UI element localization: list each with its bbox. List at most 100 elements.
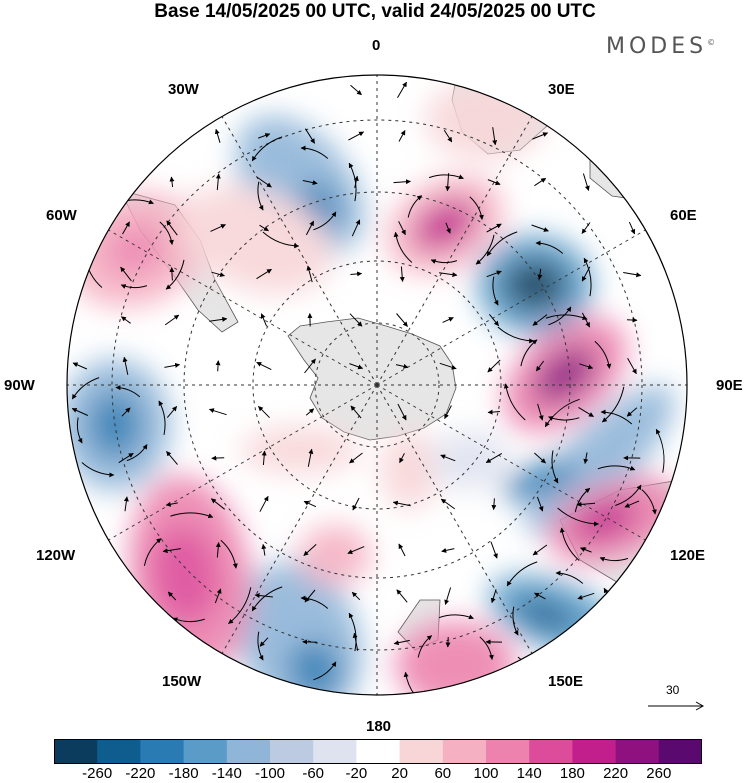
wind-arrow [489, 313, 499, 327]
wind-arrow [536, 496, 544, 512]
anomaly-region [516, 598, 574, 632]
anomaly-region [413, 199, 477, 251]
wind-arrow [393, 639, 410, 646]
wind-arrow [313, 661, 337, 681]
wind-arrow [396, 589, 408, 603]
colorbar-tick-label: -220 [125, 765, 156, 782]
wind-arrow [512, 606, 519, 636]
wind-arrow [81, 462, 115, 478]
wind-arrow [535, 240, 564, 254]
wind-arrow [439, 362, 457, 370]
wind-arrow [545, 314, 588, 320]
lon-label-0: 0 [372, 37, 381, 54]
wind-arrow [304, 128, 316, 144]
wind-arrow [167, 591, 177, 601]
colorbar-cell [572, 739, 617, 764]
colorbar [54, 739, 702, 764]
wind-arrow [600, 409, 633, 425]
wind-arrow [228, 587, 252, 624]
wind-arrow [164, 362, 181, 368]
wind-arrow [624, 500, 640, 508]
wind-reference-key: 30 [644, 680, 706, 716]
anomaly-region [380, 430, 440, 510]
wind-arrow [351, 591, 361, 601]
wind-arrow [349, 313, 363, 327]
wind-arrow [626, 407, 638, 417]
lon-label-90e: 90E [716, 377, 743, 394]
colorbar-cell [97, 739, 141, 764]
wind-arrow [257, 181, 264, 211]
wind-arrow [256, 176, 272, 188]
wind-arrow [120, 316, 131, 324]
wind-arrow [303, 500, 317, 508]
latitude-circle [314, 322, 440, 448]
wind-arrow [350, 271, 363, 277]
wind-arrow [615, 484, 642, 506]
wind-arrow [475, 234, 495, 265]
wind-arrow [506, 561, 538, 587]
colorbar-cell [54, 739, 98, 764]
colorbar-cell [486, 739, 530, 764]
wind-arrow [393, 231, 413, 263]
lon-label-120e: 120E [670, 547, 706, 564]
wind-arrow [531, 224, 549, 232]
wind-arrow [444, 405, 452, 419]
wind-arrow [215, 542, 221, 558]
wind-arrow [594, 340, 612, 369]
wind-arrow [220, 539, 238, 569]
wind-arrow [396, 313, 408, 327]
wind-arrow [655, 428, 665, 473]
colorbar-cell [399, 739, 444, 764]
wind-arrow [445, 222, 451, 234]
wind-arrow [399, 453, 405, 464]
wind-arrow [581, 222, 591, 234]
wind-arrow [487, 179, 501, 186]
wind-arrow [349, 452, 363, 464]
wind-arrow [158, 400, 166, 435]
colorbar-cell [140, 739, 185, 764]
wind-arrow [165, 501, 178, 507]
colorbar-tick-label: -60 [302, 765, 325, 782]
colorbar-cell [356, 739, 401, 764]
meridian-line [216, 384, 378, 663]
wind-arrow [122, 356, 129, 375]
wind-arrow [581, 312, 591, 328]
wind-arrow [417, 635, 433, 658]
wind-arrow [159, 221, 174, 245]
wind-arrow [398, 221, 406, 236]
wind-arrow [71, 377, 100, 400]
wind-arrow [215, 173, 221, 191]
wind-arrow [581, 266, 591, 282]
wind-arrow [257, 631, 264, 661]
colorbar-cell [442, 739, 487, 764]
lon-label-30e: 30E [548, 81, 575, 98]
wind-arrow [532, 544, 548, 556]
wind-arrow [211, 271, 225, 278]
wind-arrow [627, 357, 637, 375]
wind-arrow [583, 452, 589, 464]
wind-arrow [599, 557, 629, 562]
wind-arrow [397, 403, 407, 421]
graticule [67, 75, 687, 695]
wind-arrow [210, 498, 226, 510]
wind-arrow [209, 316, 228, 322]
wind-arrow [118, 452, 134, 464]
colorbar-tick-label: 60 [434, 765, 452, 782]
wind-arrow [532, 132, 549, 140]
wind-arrow [442, 317, 454, 323]
wind-arrow [597, 465, 636, 471]
wind-arrow [580, 547, 592, 553]
lon-label-60e: 60E [670, 207, 697, 224]
wind-arrow [520, 339, 538, 367]
wind-arrow [348, 612, 357, 652]
wind-arrow [166, 220, 178, 236]
anomaly-region [299, 525, 371, 585]
colorbar-tick-label: 220 [603, 765, 629, 782]
wind-arrow [486, 270, 502, 278]
anomaly-region [177, 185, 333, 295]
wind-arrow [169, 176, 175, 188]
wind-arrow [304, 358, 316, 374]
wind-arrow [579, 363, 594, 370]
wind-arrow [300, 595, 329, 609]
